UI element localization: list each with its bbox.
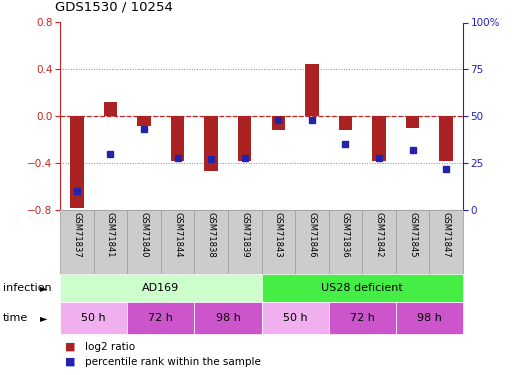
Bar xyxy=(271,116,285,130)
Bar xyxy=(396,210,429,274)
Bar xyxy=(238,116,252,161)
Text: ■: ■ xyxy=(65,357,76,367)
Text: GSM71847: GSM71847 xyxy=(441,212,451,258)
Text: ►: ► xyxy=(40,283,47,293)
Text: AD169: AD169 xyxy=(142,283,179,293)
Text: log2 ratio: log2 ratio xyxy=(85,342,135,352)
Text: GSM71837: GSM71837 xyxy=(72,212,82,258)
Bar xyxy=(228,210,262,274)
Text: 98 h: 98 h xyxy=(215,313,241,323)
Bar xyxy=(127,302,195,334)
Bar xyxy=(295,210,328,274)
Text: percentile rank within the sample: percentile rank within the sample xyxy=(85,357,261,367)
Text: GSM71839: GSM71839 xyxy=(240,212,249,258)
Bar xyxy=(362,210,396,274)
Text: time: time xyxy=(3,313,28,323)
Bar xyxy=(60,274,262,302)
Text: ►: ► xyxy=(40,313,47,323)
Bar xyxy=(70,116,84,208)
Text: 50 h: 50 h xyxy=(283,313,308,323)
Bar xyxy=(396,302,463,334)
Text: GSM71842: GSM71842 xyxy=(374,212,383,257)
Bar xyxy=(60,210,94,274)
Text: GSM71845: GSM71845 xyxy=(408,212,417,257)
Text: 72 h: 72 h xyxy=(350,313,374,323)
Text: GSM71836: GSM71836 xyxy=(341,212,350,258)
Text: GDS1530 / 10254: GDS1530 / 10254 xyxy=(55,0,173,13)
Bar xyxy=(138,116,151,126)
Bar xyxy=(262,210,295,274)
Text: GSM71841: GSM71841 xyxy=(106,212,115,257)
Bar xyxy=(339,116,352,130)
Bar xyxy=(127,210,161,274)
Text: GSM71840: GSM71840 xyxy=(140,212,149,257)
Text: GSM71843: GSM71843 xyxy=(274,212,283,258)
Text: 50 h: 50 h xyxy=(82,313,106,323)
Bar xyxy=(429,210,463,274)
Text: infection: infection xyxy=(3,283,51,293)
Bar xyxy=(406,116,419,128)
Bar xyxy=(372,116,385,161)
Text: US28 deficient: US28 deficient xyxy=(321,283,403,293)
Bar xyxy=(161,210,195,274)
Text: GSM71838: GSM71838 xyxy=(207,212,215,258)
Bar xyxy=(328,302,396,334)
Bar xyxy=(204,116,218,171)
Bar xyxy=(60,302,127,334)
Bar xyxy=(195,210,228,274)
Bar xyxy=(262,302,328,334)
Bar xyxy=(171,116,184,161)
Text: ■: ■ xyxy=(65,342,76,352)
Text: GSM71846: GSM71846 xyxy=(308,212,316,258)
Bar xyxy=(104,102,117,116)
Bar xyxy=(328,210,362,274)
Text: GSM71844: GSM71844 xyxy=(173,212,182,257)
Bar xyxy=(195,302,262,334)
Text: 72 h: 72 h xyxy=(149,313,173,323)
Bar xyxy=(262,274,463,302)
Text: 98 h: 98 h xyxy=(417,313,442,323)
Bar xyxy=(305,63,319,116)
Bar xyxy=(439,116,453,161)
Bar xyxy=(94,210,127,274)
